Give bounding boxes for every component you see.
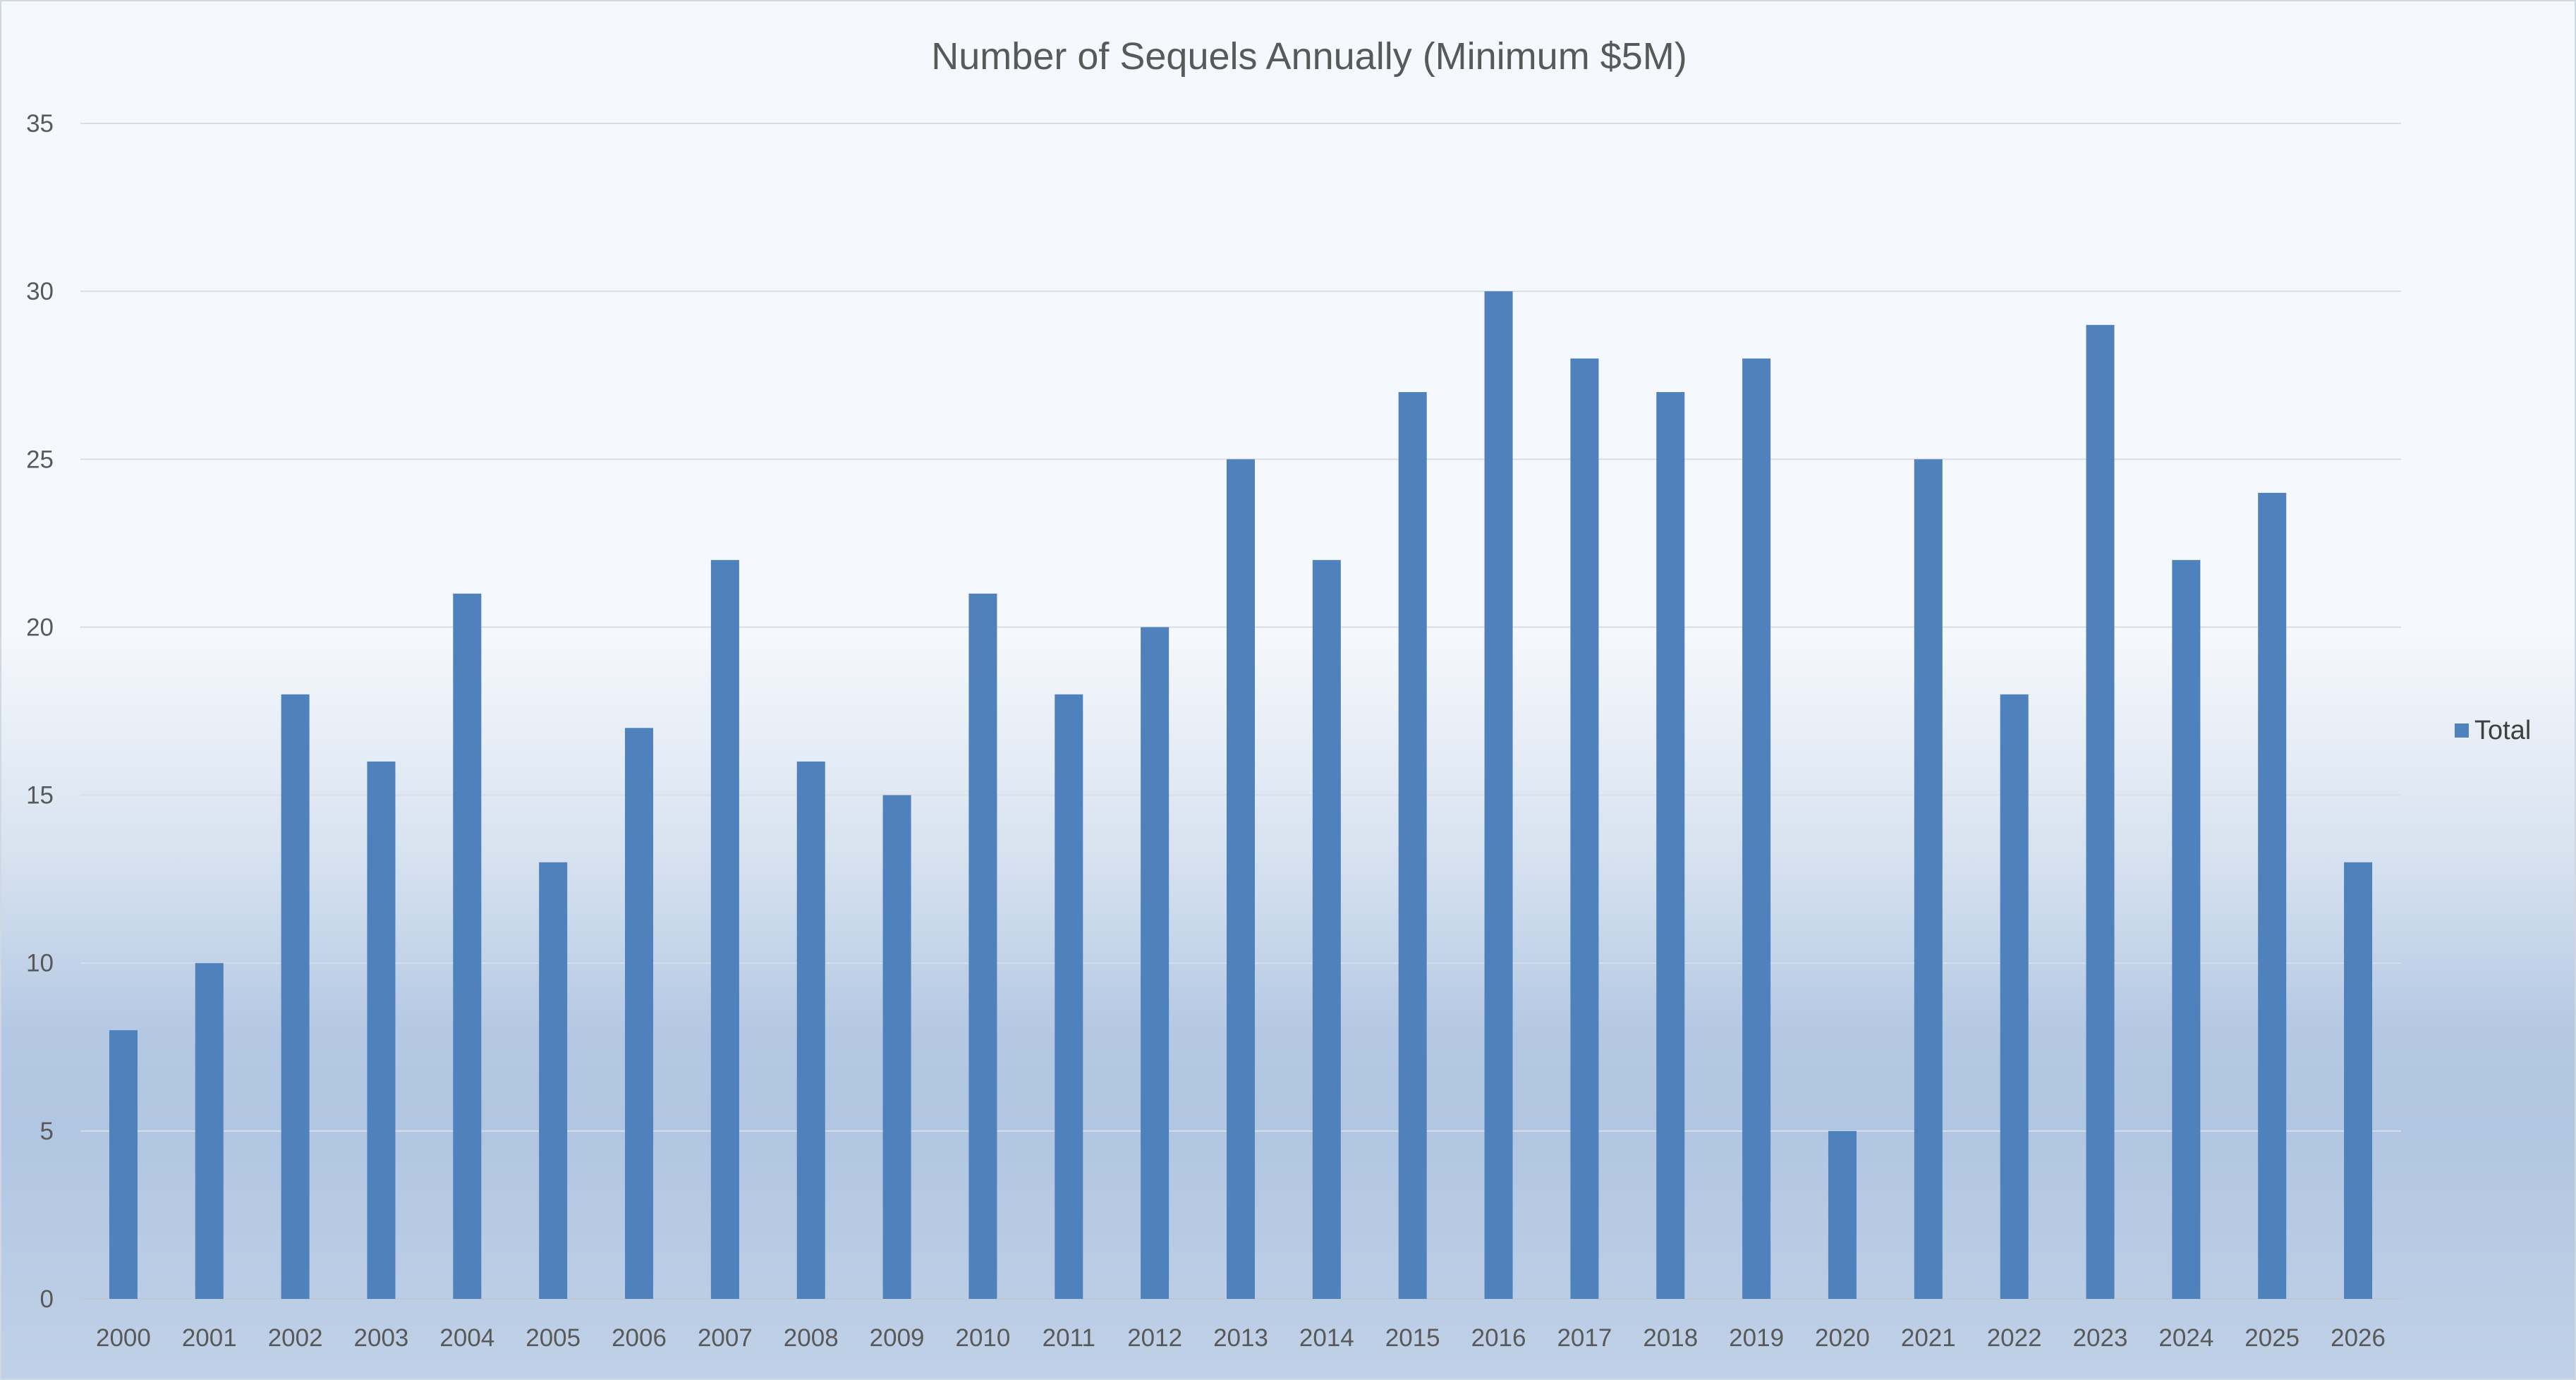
bar-2023 [2086, 324, 2115, 1299]
y-tick-label: 30 [26, 278, 54, 305]
bar-2011 [1055, 694, 1083, 1299]
x-tick-label: 2020 [1815, 1324, 1870, 1352]
bar-2022 [2000, 694, 2029, 1299]
x-tick-label: 2022 [1987, 1324, 2042, 1352]
bar-2024 [2172, 560, 2201, 1300]
bar-2013 [1227, 459, 1255, 1300]
x-tick-label: 2006 [612, 1324, 667, 1352]
x-tick-label: 2015 [1385, 1324, 1440, 1352]
legend-swatch [2455, 723, 2469, 738]
bar-2007 [710, 560, 739, 1300]
y-tick-label: 35 [26, 110, 54, 138]
x-tick-label: 2019 [1729, 1324, 1784, 1352]
bar-2016 [1484, 291, 1513, 1300]
bar-2020 [1828, 1130, 1857, 1299]
x-tick-label: 2018 [1643, 1324, 1698, 1352]
y-tick-label: 5 [40, 1118, 54, 1145]
x-tick-label: 2005 [525, 1324, 581, 1352]
bar-2002 [281, 694, 310, 1299]
x-tick-label: 2026 [2331, 1324, 2386, 1352]
x-tick-label: 2023 [2073, 1324, 2128, 1352]
x-tick-label: 2001 [182, 1324, 237, 1352]
bar-2021 [1914, 459, 1943, 1300]
x-tick-label: 2024 [2158, 1324, 2213, 1352]
x-tick-label: 2016 [1471, 1324, 1526, 1352]
y-tick-label: 0 [40, 1286, 54, 1313]
x-tick-label: 2010 [956, 1324, 1011, 1352]
y-tick-label: 25 [26, 446, 54, 473]
x-tick-label: 2012 [1127, 1324, 1182, 1352]
y-tick-label: 15 [26, 782, 54, 810]
bar-2019 [1742, 358, 1771, 1299]
bars [109, 291, 2373, 1300]
x-tick-label: 2002 [268, 1324, 323, 1352]
bar-2015 [1398, 392, 1427, 1299]
x-tick-label: 2008 [784, 1324, 839, 1352]
x-tick-label: 2013 [1213, 1324, 1268, 1352]
bar-2009 [882, 795, 911, 1299]
bar-2025 [2258, 492, 2287, 1299]
bar-2014 [1312, 560, 1341, 1300]
bar-2000 [109, 1030, 138, 1299]
bar-2012 [1141, 627, 1169, 1299]
x-tick-label: 2021 [1901, 1324, 1956, 1352]
bar-2003 [367, 761, 396, 1299]
bar-2018 [1656, 392, 1685, 1299]
bar-2010 [968, 593, 997, 1299]
bar-2017 [1570, 358, 1599, 1299]
x-tick-label: 2009 [870, 1324, 925, 1352]
y-tick-label: 20 [26, 613, 54, 641]
bar-2026 [2344, 862, 2373, 1299]
x-tick-label: 2007 [698, 1324, 753, 1352]
chart-title: Number of Sequels Annually (Minimum $5M) [931, 35, 1687, 78]
bar-2005 [539, 862, 568, 1299]
y-tick-label: 10 [26, 950, 54, 977]
x-tick-label: 2004 [439, 1324, 494, 1352]
bar-2008 [796, 761, 825, 1299]
x-tick-label: 2003 [354, 1324, 409, 1352]
bar-2006 [625, 728, 654, 1299]
x-axis-ticks: 2000 2001 2002 2003 2004 2005 2006 2007 2008 2009… [96, 1324, 2386, 1352]
x-tick-label: 2014 [1299, 1324, 1354, 1352]
bar-2004 [453, 593, 482, 1299]
y-axis-ticks: 0 5 10 15 20 25 30 35 [26, 110, 54, 1313]
bar-2001 [195, 963, 224, 1299]
x-tick-label: 2025 [2244, 1324, 2299, 1352]
legend: Total [2455, 716, 2531, 745]
legend-label: Total [2474, 716, 2531, 745]
x-tick-label: 2011 [1043, 1324, 1095, 1352]
x-tick-label: 2017 [1557, 1324, 1612, 1352]
x-tick-label: 2000 [96, 1324, 151, 1352]
